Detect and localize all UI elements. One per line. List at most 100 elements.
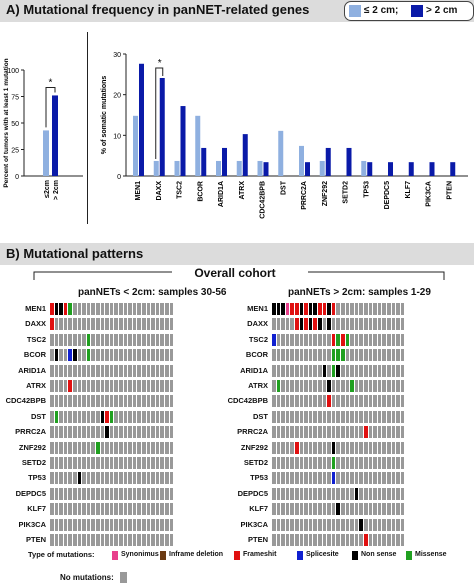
empty-cell [77,303,82,315]
empty-cell [290,472,295,485]
empty-cell [377,472,382,485]
empty-cell [373,426,377,439]
empty-cell [299,441,304,454]
empty-cell [368,472,373,485]
bar-prrc2a-large [305,162,310,176]
empty-cell [336,487,341,500]
empty-cell [387,487,391,500]
empty-cell [290,441,295,454]
empty-cell [299,503,304,516]
empty-cell [137,518,142,531]
empty-cell [123,395,128,408]
empty-cell [100,503,105,516]
empty-cell [285,349,290,362]
empty-cell [368,395,373,408]
empty-cell [68,487,73,500]
empty-cell [272,503,276,516]
empty-cell [272,426,276,439]
x-tick-label: ATRX [239,181,246,200]
empty-cell [391,410,396,423]
gene-label: PIK3CA [240,519,268,529]
empty-cell [169,426,174,439]
bar-men1-small [133,115,138,176]
empty-cell [165,318,169,331]
empty-cell [142,426,146,439]
mutation-cell [272,303,276,315]
empty-cell [100,441,105,454]
empty-cell [299,518,304,531]
mutation-cell [54,410,59,423]
empty-cell [54,457,59,469]
empty-cell [368,487,373,500]
empty-cell [341,472,345,485]
empty-cell [146,534,151,546]
empty-cell [100,318,105,331]
empty-cell [160,472,165,485]
empty-cell [105,333,109,346]
empty-cell [54,534,59,546]
mutation-cell [308,318,313,331]
empty-cell [281,441,285,454]
empty-cell [91,395,96,408]
mutation-cell [364,534,368,546]
empty-cell [304,395,308,408]
empty-cell [391,472,396,485]
empty-cell [396,410,400,423]
y-tick-label: 0 [15,174,19,181]
legend-label-splicesite: Splicesite [306,551,339,558]
empty-cell [151,518,155,531]
empty-cell [105,395,109,408]
gene-label: DEPDC5 [237,488,268,498]
empty-cell [86,472,91,485]
empty-cell [128,534,132,546]
empty-cell [350,426,354,439]
legend-swatch-non-sense [352,551,358,560]
empty-cell [109,426,114,439]
empty-cell [82,380,86,392]
empty-cell [123,318,128,331]
empty-cell [82,349,86,362]
gene-label: KLF7 [27,504,46,514]
empty-cell [105,380,109,392]
gene-label: CDC42BPB [5,396,46,406]
y-axis-label: % of somatic mutations [101,76,108,155]
empty-cell [155,441,160,454]
empty-cell [142,303,146,315]
empty-cell [327,333,331,346]
empty-cell [165,349,169,362]
mutation-cell [86,349,91,362]
empty-cell [165,426,169,439]
mutation-cell [272,333,276,346]
empty-cell [160,333,165,346]
empty-cell [77,410,82,423]
empty-cell [359,534,364,546]
empty-cell [146,349,151,362]
empty-cell [299,534,304,546]
empty-cell [373,380,377,392]
empty-cell [86,364,91,377]
empty-cell [295,426,299,439]
empty-cell [304,487,308,500]
empty-cell [105,349,109,362]
empty-cell [119,380,123,392]
empty-cell [114,457,119,469]
empty-cell [304,472,308,485]
empty-cell [155,303,160,315]
empty-cell [276,395,281,408]
empty-cell [295,395,299,408]
empty-cell [299,395,304,408]
empty-cell [128,395,132,408]
empty-cell [73,503,77,516]
empty-cell [382,441,387,454]
empty-cell [318,487,322,500]
y-tick-label: 20 [113,93,121,100]
empty-cell [295,487,299,500]
empty-cell [137,395,142,408]
empty-cell [276,472,281,485]
empty-cell [322,503,327,516]
legend-label-frameshit: Frameshit [243,551,277,558]
empty-cell [281,518,285,531]
empty-cell [327,534,331,546]
empty-cell [336,318,341,331]
empty-cell [354,364,359,377]
